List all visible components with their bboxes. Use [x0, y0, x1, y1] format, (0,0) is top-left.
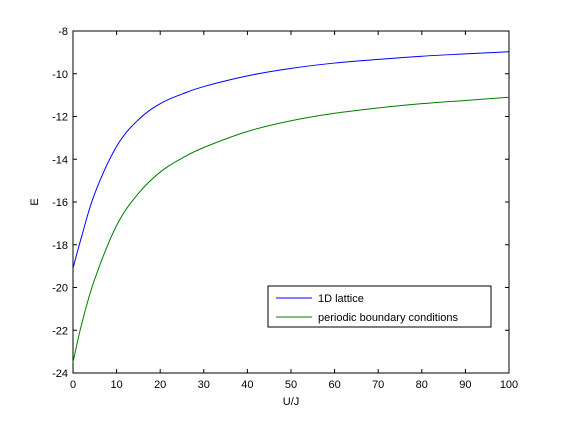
x-tick-label: 100 [500, 379, 518, 391]
x-tick-label: 0 [70, 379, 76, 391]
legend-label-1d-lattice: 1D lattice [318, 293, 364, 305]
x-tick-label: 70 [372, 379, 384, 391]
y-axis-label: E [29, 198, 41, 205]
y-tick-label: -10 [52, 69, 68, 81]
legend-label-periodic-boundary-conditions: periodic boundary conditions [318, 312, 459, 324]
y-tick-label: -16 [52, 197, 68, 209]
y-tick-label: -14 [52, 154, 68, 166]
x-tick-label: 50 [285, 379, 297, 391]
x-tick-label: 30 [198, 379, 210, 391]
x-tick-label: 40 [241, 379, 253, 391]
legend: 1D lattice periodic boundary conditions [268, 286, 491, 327]
y-tick-label: -8 [58, 26, 68, 38]
y-tick-label: -18 [52, 240, 68, 252]
x-axis-label: U/J [283, 396, 300, 408]
y-tick-label: -20 [52, 283, 68, 295]
x-tick-label: 80 [416, 379, 428, 391]
x-tick-label: 20 [154, 379, 166, 391]
y-tick-label: -12 [52, 112, 68, 124]
x-tick-label: 90 [459, 379, 471, 391]
y-tick-label: -22 [52, 325, 68, 337]
x-tick-label: 10 [110, 379, 122, 391]
y-tick-label: -24 [52, 368, 68, 380]
x-tick-label: 60 [328, 379, 340, 391]
